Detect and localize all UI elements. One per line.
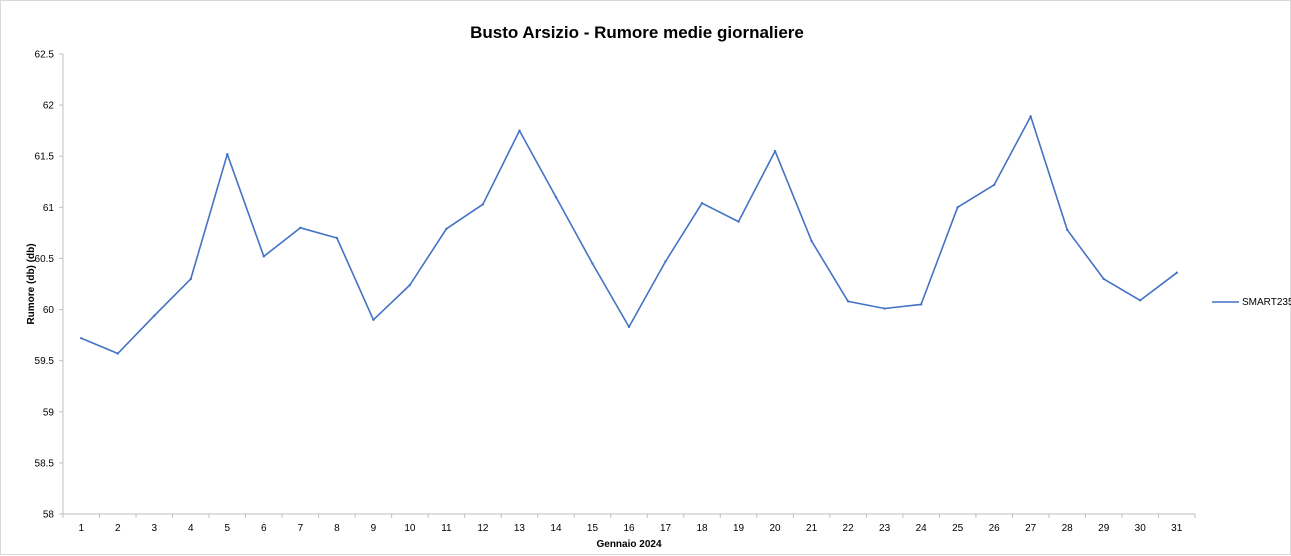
data-point xyxy=(1175,271,1178,274)
x-tick-label: 18 xyxy=(696,523,708,534)
y-tick-labels: 58 58.5 59 59.5 60 60.5 61 61.5 62 62.5 xyxy=(35,50,63,521)
y-tick-label: 58.5 xyxy=(35,458,55,469)
data-point xyxy=(299,226,302,229)
x-tick-label: 13 xyxy=(514,523,526,534)
x-axis-title: Gennaio 2024 xyxy=(596,539,661,550)
x-tick-label: 1 xyxy=(78,523,84,534)
data-point xyxy=(481,203,485,206)
y-tick-label: 61 xyxy=(43,203,55,214)
x-tick-label: 25 xyxy=(952,523,964,534)
x-tick-label: 12 xyxy=(477,523,489,534)
data-point xyxy=(518,129,521,132)
data-point xyxy=(1029,115,1032,118)
x-tick-labels: 1 2 3 4 5 6 7 8 9 10 11 12 13 14 15 16 17 18 19 20 21 22 23 24 2… xyxy=(62,514,1196,534)
series-line-smart235 xyxy=(80,115,1178,355)
x-tick-label: 23 xyxy=(879,523,891,534)
legend-label-smart235: SMART235 xyxy=(1242,297,1291,308)
x-tick-label: 26 xyxy=(989,523,1001,534)
series-layer xyxy=(80,115,1178,355)
legend: SMART235 xyxy=(1212,297,1291,308)
data-point xyxy=(773,149,777,153)
x-tick-label: 22 xyxy=(843,523,855,534)
y-axis-title: Rumore (db) (db) xyxy=(26,243,37,324)
x-tick-label: 19 xyxy=(733,523,745,534)
data-point xyxy=(1139,299,1142,302)
x-tick-label: 4 xyxy=(188,523,194,534)
data-point xyxy=(846,300,850,303)
data-point xyxy=(1102,277,1105,281)
chart-title: Busto Arsizio - Rumore medie giornaliere xyxy=(470,23,804,42)
x-tick-label: 16 xyxy=(623,523,635,534)
data-point xyxy=(335,236,339,240)
y-tick-label: 62 xyxy=(43,101,55,112)
data-point xyxy=(992,183,996,187)
x-tick-label: 21 xyxy=(806,523,818,534)
data-point xyxy=(262,255,266,258)
data-point xyxy=(810,239,813,243)
data-point xyxy=(956,206,959,209)
data-point xyxy=(372,318,375,321)
x-tick-label: 17 xyxy=(660,523,672,534)
x-tick-label: 30 xyxy=(1135,523,1147,534)
x-tick-label: 31 xyxy=(1171,523,1183,534)
x-tick-label: 28 xyxy=(1062,523,1074,534)
data-point xyxy=(80,336,83,340)
data-point xyxy=(445,227,448,230)
x-tick-label: 27 xyxy=(1025,523,1037,534)
data-point xyxy=(627,325,631,329)
x-tick-label: 7 xyxy=(298,523,304,534)
x-tick-label: 9 xyxy=(371,523,377,534)
x-tick-label: 11 xyxy=(441,523,452,534)
data-point xyxy=(226,152,229,156)
y-tick-label: 60 xyxy=(43,305,55,316)
y-tick-label: 62.5 xyxy=(35,50,55,61)
data-point xyxy=(189,277,193,281)
x-tick-label: 2 xyxy=(115,523,121,534)
data-point xyxy=(737,220,740,223)
x-tick-label: 3 xyxy=(152,523,158,534)
data-point xyxy=(664,260,667,263)
x-tick-label: 8 xyxy=(334,523,340,534)
x-tick-label: 20 xyxy=(770,523,782,534)
data-point xyxy=(919,303,923,306)
x-tick-label: 29 xyxy=(1098,523,1110,534)
x-tick-label: 10 xyxy=(404,523,416,534)
y-tick-label: 60.5 xyxy=(35,254,55,265)
x-tick-label: 6 xyxy=(261,523,267,534)
data-point xyxy=(1065,228,1069,232)
data-point xyxy=(700,202,704,205)
data-point xyxy=(591,262,594,265)
data-point xyxy=(554,195,558,199)
data-point xyxy=(153,314,156,317)
data-point xyxy=(408,283,412,287)
x-tick-label: 24 xyxy=(916,523,928,534)
y-tick-label: 59 xyxy=(43,407,55,418)
y-tick-label: 59.5 xyxy=(35,356,55,367)
data-point xyxy=(116,352,119,355)
y-tick-label: 58 xyxy=(43,510,55,521)
x-tick-label: 15 xyxy=(587,523,599,534)
x-tick-label: 5 xyxy=(225,523,231,534)
x-tick-label: 14 xyxy=(550,523,562,534)
y-tick-label: 61.5 xyxy=(35,152,55,163)
data-point xyxy=(883,307,886,310)
